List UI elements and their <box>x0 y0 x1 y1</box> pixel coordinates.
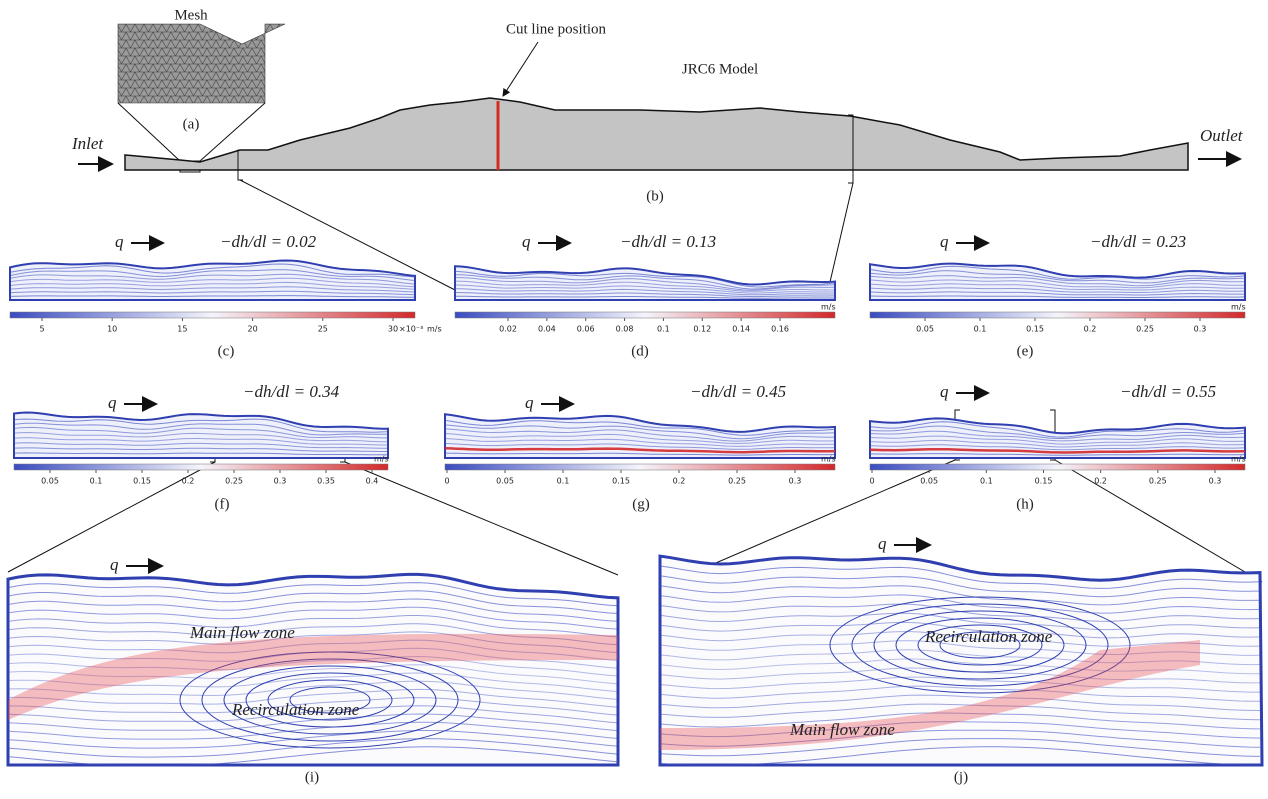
colorbar-unit: m/s <box>821 455 836 464</box>
gradient-label: −dh/dl = 0.02 <box>220 232 317 251</box>
model-title: JRC6 Model <box>682 61 758 77</box>
colorbar-tick-label: 25 <box>318 325 328 334</box>
colorbar-tick-label: 0.14 <box>732 325 750 334</box>
colorbar-tick-label: 0.06 <box>577 325 595 334</box>
colorbar-tick-label: 0.25 <box>1136 325 1154 334</box>
colorbar-unit: m/s <box>427 325 442 334</box>
panel-label: (h) <box>1016 496 1034 512</box>
flow-symbol: q <box>878 534 887 553</box>
panel-label: (i) <box>305 769 319 785</box>
colorbar-unit: m/s <box>1231 303 1246 312</box>
colorbar-tick-label: 0.1 <box>657 325 670 334</box>
colorbar-tick-label: 0.2 <box>182 477 195 486</box>
colorbar-tick-label: 0.25 <box>225 477 243 486</box>
flow-symbol: q <box>940 232 949 251</box>
colorbar-tick-label: 0.2 <box>673 477 686 486</box>
mesh-image <box>118 24 285 103</box>
flow-symbol: q <box>115 232 124 251</box>
colorbar <box>870 464 1245 470</box>
colorbar-tick-label: 5 <box>39 325 44 334</box>
panel-label: (j) <box>954 769 968 785</box>
colorbar-tick-label: 0.3 <box>789 477 802 486</box>
zoom-line <box>118 103 180 161</box>
fracture-profile <box>125 98 1188 170</box>
colorbar-tick-label: 0.25 <box>728 477 746 486</box>
colorbar-tick-label: 0.3 <box>1209 477 1222 486</box>
colorbar-tick-label: 0.02 <box>499 325 517 334</box>
flow-symbol: q <box>525 393 534 412</box>
panel-label: (d) <box>631 343 649 359</box>
model-label: (b) <box>646 188 664 204</box>
colorbar-tick-label: 0.25 <box>1149 477 1167 486</box>
colorbar-tick-label: 10 <box>107 325 117 334</box>
colorbar-tick-label: 0.12 <box>693 325 711 334</box>
colorbar-tick-label: 0 <box>869 477 874 486</box>
gradient-label: −dh/dl = 0.55 <box>1120 382 1216 401</box>
colorbar-multiplier: ×10⁻³ <box>399 325 423 334</box>
gradient-label: −dh/dl = 0.45 <box>690 382 786 401</box>
zoom-line <box>830 183 853 282</box>
panel-label: (f) <box>215 496 230 512</box>
flow-symbol: q <box>522 232 531 251</box>
colorbar-tick-label: 0.3 <box>1194 325 1207 334</box>
colorbar-unit: m/s <box>821 303 836 312</box>
colorbar <box>455 312 835 318</box>
inlet-label: Inlet <box>71 134 104 153</box>
colorbar-tick-label: 20 <box>248 325 258 334</box>
figure: Mesh (a) Cut line position JRC6 Model In… <box>0 0 1268 799</box>
gradient-label: −dh/dl = 0.23 <box>1090 232 1186 251</box>
colorbar-tick-label: 0.1 <box>980 477 993 486</box>
gradient-label: −dh/dl = 0.13 <box>620 232 716 251</box>
cut-line-annotation: Cut line position <box>506 21 607 37</box>
colorbar-tick-label: 30 <box>388 325 398 334</box>
colorbar-tick-label: 0.4 <box>366 477 379 486</box>
mesh-label: (a) <box>183 116 200 132</box>
colorbar-tick-label: 0.04 <box>538 325 556 334</box>
colorbar-unit: m/s <box>374 455 389 464</box>
colorbar-tick-label: 0.15 <box>133 477 151 486</box>
main-zone-label: Main flow zone <box>189 623 295 642</box>
colorbar-tick-label: 0.05 <box>916 325 934 334</box>
zoom-line <box>345 462 618 575</box>
colorbar-tick-label: 0.1 <box>90 477 103 486</box>
colorbar-tick-label: 0.1 <box>557 477 570 486</box>
colorbar <box>14 464 388 470</box>
mesh-title: Mesh <box>174 7 208 23</box>
flow-symbol: q <box>940 382 949 401</box>
colorbar <box>445 464 835 470</box>
colorbar-tick-label: 0.16 <box>771 325 789 334</box>
colorbar-tick-label: 0.1 <box>974 325 987 334</box>
panel-label: (c) <box>218 343 235 359</box>
colorbar-tick-label: 0.15 <box>1026 325 1044 334</box>
colorbar-tick-label: 0.05 <box>41 477 59 486</box>
annotation-arrow <box>503 42 538 96</box>
main-zone-label: Main flow zone <box>789 720 895 739</box>
colorbar <box>870 312 1245 318</box>
flow-symbol: q <box>110 555 119 574</box>
colorbar-tick-label: 0.15 <box>1035 477 1053 486</box>
panel-label: (e) <box>1017 343 1034 359</box>
outlet-label: Outlet <box>1200 126 1244 145</box>
colorbar-tick-label: 0.05 <box>496 477 514 486</box>
recirculation-zone-label: Recirculation zone <box>924 627 1053 646</box>
colorbar-tick-label: 0.2 <box>1084 325 1097 334</box>
flow-symbol: q <box>108 393 117 412</box>
recirculation-zone-label: Recirculation zone <box>231 700 360 719</box>
colorbar <box>10 312 415 318</box>
colorbar-tick-label: 0.05 <box>920 477 938 486</box>
colorbar-tick-label: 0.15 <box>612 477 630 486</box>
colorbar-unit: m/s <box>1231 455 1246 464</box>
colorbar-tick-label: 0.2 <box>1094 477 1107 486</box>
colorbar-tick-label: 0.08 <box>616 325 634 334</box>
colorbar-tick-label: 0.35 <box>317 477 335 486</box>
colorbar-tick-label: 15 <box>177 325 187 334</box>
panel-label: (g) <box>632 496 650 512</box>
gradient-label: −dh/dl = 0.34 <box>243 382 340 401</box>
colorbar-tick-label: 0.3 <box>274 477 287 486</box>
colorbar-tick-label: 0 <box>444 477 449 486</box>
